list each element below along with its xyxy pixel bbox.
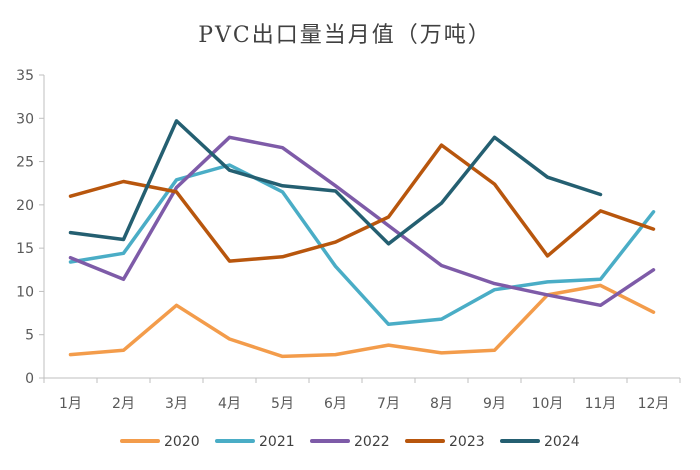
x-tick-label: 12月 [638,396,670,412]
y-tick-label: 30 [16,111,34,127]
x-tick-label: 8月 [430,396,453,412]
y-tick-label: 5 [25,328,34,344]
y-tick-label: 15 [16,241,34,257]
x-tick-label: 1月 [59,396,82,412]
x-tick-label: 11月 [585,396,617,412]
series-line-2023 [68,143,656,263]
x-tick-label: 5月 [271,396,294,412]
legend-label-2022: 2022 [354,434,390,450]
chart-title: PVC出口量当月值（万吨） [198,23,492,48]
legend-label-2021: 2021 [259,434,295,450]
y-tick-label: 25 [16,155,34,171]
legend-label-2023: 2023 [449,434,485,450]
legend-label-2024: 2024 [544,434,580,450]
axes: 0 5 10 15 20 25 30 35 1月 2月 3月 4月 5月 6月 7月 8月 9月 10月 11月 12… [16,68,681,412]
series-line-2022 [68,135,656,308]
x-tick-label: 9月 [483,396,506,412]
legend: 2020 2021 2022 2023 2024 [120,434,580,450]
series-lines [68,119,656,359]
y-tick-label: 35 [16,68,34,84]
x-tick-label: 4月 [218,396,241,412]
x-tick-label: 10月 [532,396,564,412]
x-tick-label: 2月 [112,396,135,412]
series-line-2020 [68,283,656,359]
y-tick-label: 20 [16,198,34,214]
x-tick-label: 6月 [324,396,347,412]
series-line-2024 [68,119,603,246]
x-tick-label: 7月 [377,396,400,412]
legend-label-2020: 2020 [164,434,200,450]
y-tick-label: 10 [16,284,34,300]
x-tick-label: 3月 [165,396,188,412]
y-tick-label: 0 [25,371,34,387]
series-line-2021 [68,163,656,327]
